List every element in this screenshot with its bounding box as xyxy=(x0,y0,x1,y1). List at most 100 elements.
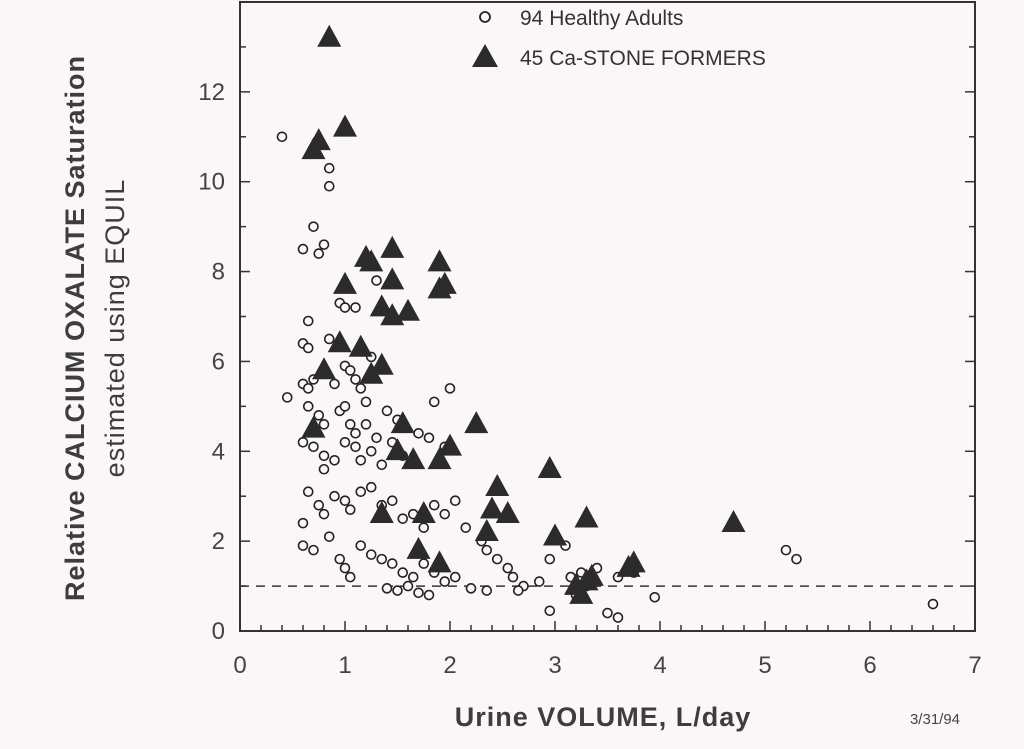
healthy-adult-point xyxy=(365,481,377,493)
healthy-adult-point xyxy=(323,162,335,174)
y-tick-label: 6 xyxy=(212,348,225,375)
healthy-adult-point xyxy=(365,445,377,457)
stone-former-point xyxy=(427,447,452,470)
healthy-adult-point xyxy=(297,517,309,529)
stone-former-point xyxy=(480,496,504,519)
healthy-adult-point xyxy=(612,612,624,623)
stone-former-point xyxy=(411,500,436,523)
healthy-adult-point xyxy=(339,495,351,507)
stone-former-point xyxy=(438,433,462,456)
healthy-adult-point xyxy=(371,432,382,444)
healthy-adult-point xyxy=(323,531,335,542)
healthy-adult-point xyxy=(302,342,314,354)
stone-former-point xyxy=(537,456,562,479)
healthy-adult-point xyxy=(423,432,435,444)
healthy-adult-point xyxy=(344,571,356,583)
healthy-adult-point xyxy=(344,365,356,376)
healthy-adult-point xyxy=(355,486,367,498)
x-tick-label: 2 xyxy=(443,652,456,679)
stone-former-point xyxy=(569,581,594,604)
healthy-adult-point xyxy=(339,302,351,313)
healthy-adult-point xyxy=(302,383,314,394)
healthy-adult-point xyxy=(602,607,613,619)
healthy-adult-point xyxy=(308,221,319,232)
stone-former-point xyxy=(485,474,510,497)
points-layer xyxy=(276,24,939,623)
healthy-adult-point xyxy=(439,508,451,520)
legend-circle-marker xyxy=(479,11,491,23)
healthy-adult-point xyxy=(308,544,319,556)
stone-former-point xyxy=(369,500,394,523)
stone-former-point xyxy=(574,505,599,528)
healthy-adult-point xyxy=(302,401,314,412)
y-tick-label: 4 xyxy=(212,438,225,465)
legend-label-stone-formers: 45 Ca-STONE FORMERS xyxy=(520,47,766,70)
healthy-adult-point xyxy=(502,562,514,574)
stone-former-point xyxy=(301,137,326,160)
healthy-adult-point xyxy=(413,428,424,439)
x-tick-label: 1 xyxy=(338,652,351,679)
stone-former-point xyxy=(474,518,499,541)
healthy-adult-point xyxy=(339,562,351,574)
healthy-adult-point xyxy=(334,553,346,565)
healthy-adult-point xyxy=(376,553,388,565)
stone-former-point xyxy=(543,523,567,546)
healthy-adult-point xyxy=(649,592,661,603)
x-tick-label: 4 xyxy=(653,652,666,679)
healthy-adult-point xyxy=(444,383,456,394)
stone-former-point xyxy=(406,536,431,559)
healthy-adult-point xyxy=(344,419,356,430)
healthy-adult-point xyxy=(302,315,314,327)
x-tick-label: 5 xyxy=(758,652,771,679)
healthy-adult-point xyxy=(329,378,340,390)
healthy-adult-point xyxy=(449,495,461,507)
stone-former-point xyxy=(432,271,457,294)
healthy-adult-point xyxy=(376,459,388,471)
healthy-adult-point xyxy=(276,131,288,143)
healthy-adult-point xyxy=(329,490,340,502)
stone-former-point xyxy=(396,298,420,321)
healthy-adult-point xyxy=(481,585,493,596)
healthy-adult-point xyxy=(297,540,309,551)
stone-former-point xyxy=(333,114,357,137)
healthy-adult-point xyxy=(423,589,435,601)
healthy-adult-point xyxy=(355,540,367,551)
healthy-adult-point xyxy=(313,410,325,421)
healthy-adult-point xyxy=(418,558,430,569)
healthy-adult-point xyxy=(318,239,330,250)
stone-former-point xyxy=(427,550,452,573)
stone-former-point xyxy=(574,568,599,591)
healthy-adult-point xyxy=(460,522,472,533)
y-axis-title-line2: estimated using EQUIL xyxy=(100,179,130,478)
healthy-adult-point xyxy=(381,405,393,417)
legend-triangle-marker xyxy=(472,44,498,67)
stone-former-point xyxy=(380,235,405,258)
healthy-adult-point xyxy=(318,463,330,475)
stone-former-point xyxy=(359,249,384,272)
x-axis-title: Urine VOLUME, L/day xyxy=(455,702,752,732)
stone-former-point xyxy=(721,509,746,532)
y-axis-title-line1: Relative CALCIUM OXALATE Saturation xyxy=(60,55,90,601)
plot-frame xyxy=(239,1,976,632)
healthy-adult-point xyxy=(350,302,361,313)
y-tick-label: 2 xyxy=(212,528,225,555)
x-tick-label: 3 xyxy=(548,652,561,679)
healthy-adult-point xyxy=(302,486,314,498)
healthy-adult-point xyxy=(407,571,419,583)
healthy-adult-point xyxy=(397,513,409,524)
stone-former-point xyxy=(621,550,646,573)
stone-former-point xyxy=(317,24,342,47)
healthy-adult-point xyxy=(297,436,309,448)
legend: 94 Healthy Adults 45 Ca-STONE FORMERS xyxy=(472,7,766,70)
healthy-adult-point xyxy=(360,396,372,408)
healthy-adult-point xyxy=(355,454,367,466)
healthy-adult-point xyxy=(360,419,372,430)
stone-former-point xyxy=(495,500,520,523)
date-note: 3/31/94 xyxy=(910,711,960,728)
healthy-adult-point xyxy=(512,585,524,596)
healthy-adult-point xyxy=(318,450,330,462)
legend-label-healthy: 94 Healthy Adults xyxy=(520,7,683,30)
healthy-adult-point xyxy=(344,504,356,515)
healthy-adult-point xyxy=(323,333,335,345)
